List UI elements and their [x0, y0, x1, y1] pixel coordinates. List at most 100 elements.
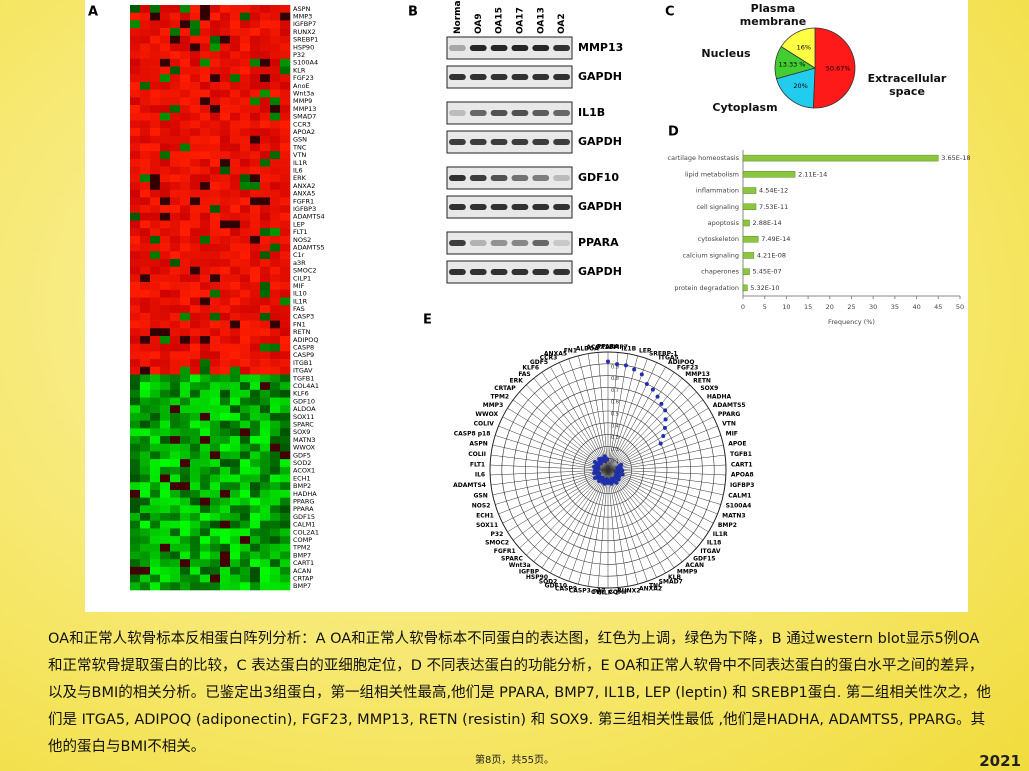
- x-tick-label: 15: [804, 303, 812, 311]
- heatmap-cell: [140, 128, 151, 137]
- heatmap-cell: [270, 528, 281, 537]
- heatmap-cell: [150, 420, 161, 429]
- heatmap-cell: [220, 574, 231, 583]
- heatmap-cell: [130, 158, 141, 167]
- heatmap-cell: [260, 482, 271, 491]
- heatmap-cell: [190, 228, 201, 237]
- heatmap-cell: [280, 158, 291, 167]
- heatmap-cell: [130, 582, 141, 591]
- panel-label: C: [665, 5, 675, 20]
- heatmap-cell: [160, 489, 171, 498]
- heatmap-cell: [280, 351, 291, 360]
- heatmap-cell: [260, 466, 271, 475]
- heatmap-label: FAS: [293, 305, 305, 313]
- radar-spoke: [607, 469, 683, 562]
- heatmap-cell: [210, 212, 221, 221]
- blot-row-label: PPARA: [578, 236, 619, 249]
- heatmap-cell: [280, 382, 291, 391]
- heatmap-cell: [140, 235, 151, 244]
- radar-spoke: [607, 384, 690, 471]
- radar-axis-label: MATN3: [722, 512, 745, 519]
- heatmap-cell: [150, 128, 161, 137]
- heatmap-cell: [230, 335, 241, 344]
- radar-axis-label: FLT1: [470, 461, 485, 468]
- heatmap-cell: [230, 528, 241, 537]
- heatmap-cell: [180, 474, 191, 483]
- heatmap-cell: [180, 328, 191, 337]
- heatmap-cell: [150, 51, 161, 60]
- heatmap-cell: [260, 559, 271, 568]
- heatmap-cell: [190, 359, 201, 368]
- heatmap-cell: [280, 220, 291, 229]
- heatmap-cell: [270, 374, 281, 383]
- heatmap-cell: [160, 574, 171, 583]
- heatmap-cell: [140, 497, 151, 506]
- heatmap-cell: [130, 128, 141, 137]
- heatmap-cell: [230, 497, 241, 506]
- heatmap-cell: [210, 228, 221, 237]
- heatmap-label: COL2A1: [293, 528, 319, 536]
- pie-value-label: 16%: [797, 44, 811, 52]
- heatmap-cell: [280, 282, 291, 291]
- heatmap-cell: [260, 251, 271, 260]
- heatmap-cell: [170, 505, 181, 514]
- heatmap-cell: [270, 505, 281, 514]
- heatmap-cell: [270, 459, 281, 468]
- radar-axis-label: GDF10: [545, 582, 567, 589]
- heatmap-cell: [280, 189, 291, 198]
- heatmap-cell: [170, 328, 181, 337]
- heatmap-cell: [130, 412, 141, 421]
- heatmap-cell: [260, 335, 271, 344]
- heatmap-cell: [210, 466, 221, 475]
- heatmap-cell: [170, 312, 181, 321]
- blot-band: [490, 110, 508, 116]
- heatmap-cell: [180, 105, 191, 114]
- heatmap-cell: [230, 189, 241, 198]
- heatmap-cell: [250, 559, 261, 568]
- heatmap-cell: [270, 289, 281, 298]
- heatmap-cell: [260, 81, 271, 90]
- heatmap-cell: [260, 5, 271, 13]
- heatmap-cell: [250, 443, 261, 452]
- heatmap-cell: [240, 382, 251, 391]
- heatmap-cell: [270, 228, 281, 237]
- heatmap-cell: [180, 297, 191, 306]
- heatmap-cell: [200, 451, 211, 460]
- heatmap-cell: [150, 35, 161, 44]
- heatmap-cell: [130, 489, 141, 498]
- heatmap-cell: [160, 143, 171, 152]
- heatmap-cell: [240, 28, 251, 37]
- heatmap-cell: [240, 466, 251, 475]
- heatmap-cell: [130, 428, 141, 437]
- heatmap-cell: [280, 466, 291, 475]
- heatmap-cell: [270, 474, 281, 483]
- heatmap-cell: [130, 205, 141, 214]
- heatmap-cell: [220, 197, 231, 206]
- heatmap-cell: [150, 559, 161, 568]
- heatmap-cell: [260, 513, 271, 522]
- heatmap-cell: [210, 266, 221, 275]
- heatmap-label: COL4A1: [293, 382, 319, 390]
- heatmap-cell: [180, 305, 191, 314]
- heatmap-cell: [210, 220, 221, 229]
- heatmap-cell: [230, 282, 241, 291]
- heatmap-cell: [220, 282, 231, 291]
- radar-spoke: [507, 469, 609, 533]
- radar-spoke: [607, 469, 638, 585]
- lane-label: OA13: [536, 7, 546, 34]
- heatmap-cell: [170, 289, 181, 298]
- radar-axis-label: ACOX1: [586, 344, 609, 351]
- radar-spoke: [541, 469, 609, 568]
- heatmap-cell: [230, 128, 241, 137]
- heatmap-cell: [220, 382, 231, 391]
- heatmap-cell: [260, 289, 271, 298]
- heatmap-cell: [210, 559, 221, 568]
- heatmap-cell: [250, 328, 261, 337]
- heatmap-cell: [230, 174, 241, 183]
- heatmap-cell: [280, 266, 291, 275]
- blot-band: [553, 45, 570, 51]
- heatmap-cell: [280, 497, 291, 506]
- heatmap-cell: [160, 97, 171, 106]
- heatmap-cell: [280, 66, 291, 75]
- heatmap-cell: [260, 74, 271, 83]
